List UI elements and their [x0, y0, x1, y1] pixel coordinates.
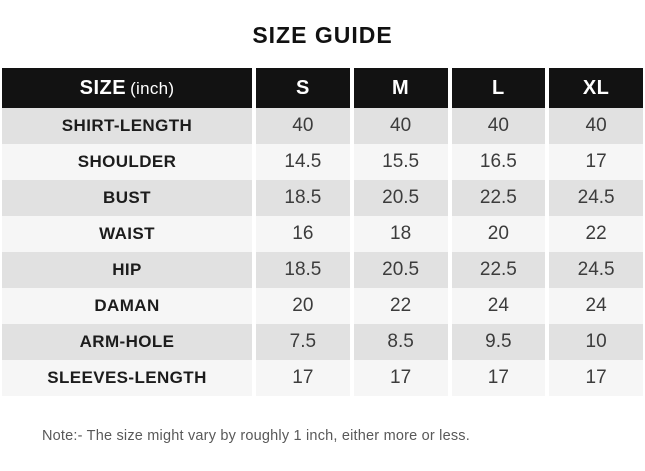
header-col-m: M	[349, 68, 448, 108]
cell-value: 17	[349, 360, 448, 396]
cell-value: 20	[447, 216, 546, 252]
cell-value: 10	[545, 324, 643, 360]
cell-value: 9.5	[447, 324, 546, 360]
cell-value: 22.5	[447, 180, 546, 216]
row-label: DAMAN	[2, 288, 252, 324]
header-col-s: S	[252, 68, 350, 108]
row-label: WAIST	[2, 216, 252, 252]
cell-value: 24	[545, 288, 643, 324]
row-label: BUST	[2, 180, 252, 216]
cell-value: 24.5	[545, 180, 643, 216]
table-header-row: SIZE (inch) S M L XL	[2, 68, 643, 108]
row-label: SLEEVES-LENGTH	[2, 360, 252, 396]
cell-value: 24	[447, 288, 546, 324]
cell-value: 40	[545, 108, 643, 144]
header-inch-label: (inch)	[130, 78, 175, 98]
cell-value: 24.5	[545, 252, 643, 288]
cell-value: 14.5	[252, 144, 350, 180]
cell-value: 7.5	[252, 324, 350, 360]
row-label: SHIRT-LENGTH	[2, 108, 252, 144]
cell-value: 17	[252, 360, 350, 396]
table-row-shirt-length: SHIRT-LENGTH 40 40 40 40	[2, 108, 643, 144]
table-row-daman: DAMAN 20 22 24 24	[2, 288, 643, 324]
cell-value: 18.5	[252, 252, 350, 288]
cell-value: 40	[349, 108, 448, 144]
header-col-l: L	[447, 68, 546, 108]
table-row-waist: WAIST 16 18 20 22	[2, 216, 643, 252]
table-row-bust: BUST 18.5 20.5 22.5 24.5	[2, 180, 643, 216]
table-row-sleeves-length: SLEEVES-LENGTH 17 17 17 17	[2, 360, 643, 396]
cell-value: 40	[252, 108, 350, 144]
table-row-hip: HIP 18.5 20.5 22.5 24.5	[2, 252, 643, 288]
cell-value: 40	[447, 108, 546, 144]
cell-value: 22.5	[447, 252, 546, 288]
cell-value: 17	[447, 360, 546, 396]
cell-value: 20.5	[349, 252, 448, 288]
cell-value: 17	[545, 360, 643, 396]
cell-value: 15.5	[349, 144, 448, 180]
cell-value: 20	[252, 288, 350, 324]
row-label: ARM-HOLE	[2, 324, 252, 360]
cell-value: 18	[349, 216, 448, 252]
row-label: SHOULDER	[2, 144, 252, 180]
cell-value: 17	[545, 144, 643, 180]
row-label: HIP	[2, 252, 252, 288]
header-col-xl: XL	[545, 68, 643, 108]
cell-value: 22	[349, 288, 448, 324]
header-size-cell: SIZE (inch)	[2, 68, 252, 108]
cell-value: 16	[252, 216, 350, 252]
table-row-shoulder: SHOULDER 14.5 15.5 16.5 17	[2, 144, 643, 180]
table-row-arm-hole: ARM-HOLE 7.5 8.5 9.5 10	[2, 324, 643, 360]
cell-value: 22	[545, 216, 643, 252]
size-table: SIZE (inch) S M L XL SHIRT-LENGTH 40 40 4…	[2, 68, 643, 396]
cell-value: 20.5	[349, 180, 448, 216]
cell-value: 8.5	[349, 324, 448, 360]
size-note: Note:- The size might vary by roughly 1 …	[42, 428, 470, 444]
header-size-label: SIZE	[79, 76, 127, 99]
cell-value: 16.5	[447, 144, 546, 180]
page-title: SIZE GUIDE	[252, 22, 393, 48]
cell-value: 18.5	[252, 180, 350, 216]
